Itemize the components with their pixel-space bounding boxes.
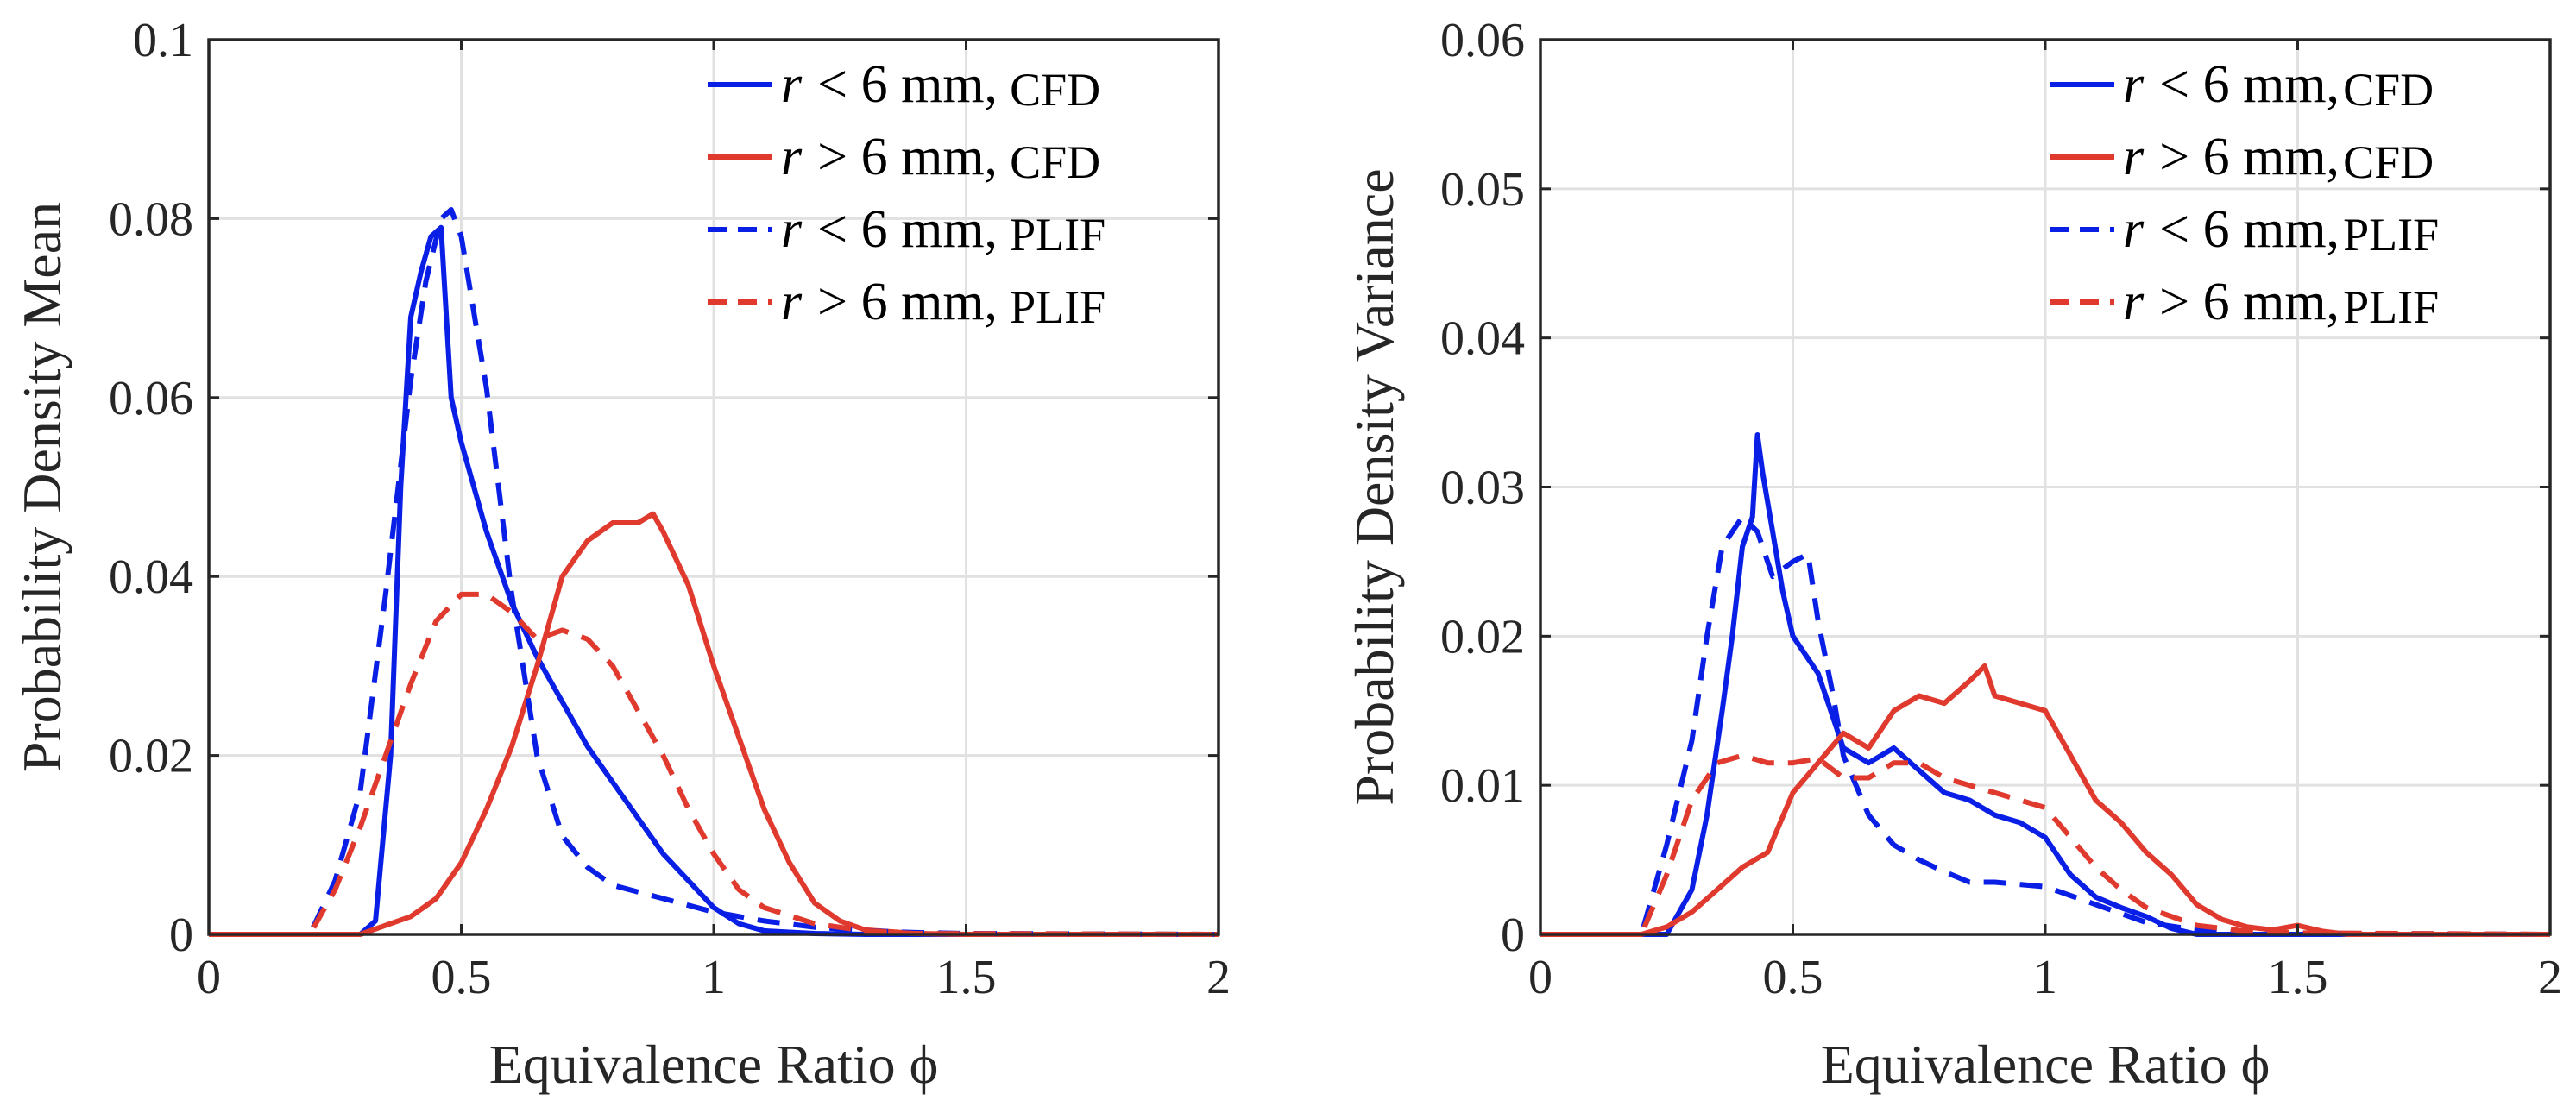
legend-source: PLIF xyxy=(2343,209,2439,261)
x-tick-label: 0 xyxy=(1528,951,1553,1004)
series-line-1 xyxy=(1540,663,2550,937)
y-tick-label: 0.1 xyxy=(133,14,193,67)
y-tick-label: 0.05 xyxy=(1440,163,1525,217)
legend-entry-2: r< 6 mm,PLIF xyxy=(2123,200,2439,261)
legend-var: r xyxy=(2123,55,2145,114)
legend-source: CFD xyxy=(1010,64,1100,116)
legend-rest: 6 mm, xyxy=(847,55,998,114)
legend-var: r xyxy=(781,128,803,186)
y-axis-label: Probability Density Mean xyxy=(11,202,72,772)
y-tick-label: 0.04 xyxy=(1440,312,1525,366)
legend-source: CFD xyxy=(1010,136,1100,188)
legend-var: r xyxy=(2123,200,2145,259)
legend-var: r xyxy=(781,273,803,331)
series-line-1 xyxy=(209,511,1219,937)
legend-op: > xyxy=(817,273,847,331)
legend-source: CFD xyxy=(2343,64,2434,116)
x-axis-label: Equivalence Ratio ϕ xyxy=(489,1034,939,1095)
chart-probability-density-variance: 0 0.5 1 1.5 2 0 0.01 0.02 0.03 0.04 0.05 0.06 Equiva… xyxy=(1344,14,2562,1095)
legend-rest: 6 mm, xyxy=(847,273,998,331)
legend-op: > xyxy=(817,128,847,186)
x-tick-label: 1.5 xyxy=(936,951,997,1004)
legend-entry-0: r< 6 mm,CFD xyxy=(2123,55,2434,116)
legend-source: PLIF xyxy=(1010,209,1105,261)
x-tick-label: 1 xyxy=(2033,951,2057,1004)
legend-var: r xyxy=(781,55,803,114)
y-tick-label: 0.02 xyxy=(1440,610,1525,663)
y-tick-label: 0 xyxy=(169,909,193,962)
series-line-0 xyxy=(209,224,1219,937)
series-line-3 xyxy=(1540,752,2551,937)
legend-var: r xyxy=(781,200,803,259)
x-tick-label: 1 xyxy=(702,951,726,1004)
series-line-2 xyxy=(1540,514,2551,937)
legend-op: < xyxy=(817,200,847,259)
legend-rest: 6 mm, xyxy=(2189,273,2340,331)
legend-entry-3: r> 6 mm,PLIF xyxy=(781,273,1105,333)
x-tick-label: 1.5 xyxy=(2268,951,2328,1004)
chart-probability-density-mean: 0 0.5 1 1.5 2 0 0.02 0.04 0.06 0.08 0.1 Equivalence… xyxy=(11,14,1231,1095)
y-tick-label: 0.03 xyxy=(1440,462,1525,515)
legend-source: PLIF xyxy=(2343,281,2439,333)
series-line-3 xyxy=(209,591,1219,937)
legend-entry-1: r> 6 mm,CFD xyxy=(781,128,1100,188)
legend-rest: 6 mm, xyxy=(847,128,998,186)
legend-rest: 6 mm, xyxy=(847,200,998,259)
legend-op: > xyxy=(2159,128,2189,186)
legend-var: r xyxy=(2123,128,2145,186)
legend-entry-0: r< 6 mm,CFD xyxy=(781,55,1100,116)
y-tick-label: 0.02 xyxy=(109,730,193,783)
legend-rest: 6 mm, xyxy=(2189,200,2340,259)
legend-op: < xyxy=(817,55,847,114)
legend-rest: 6 mm, xyxy=(2189,55,2340,114)
legend-op: < xyxy=(2159,55,2189,114)
y-tick-label: 0.08 xyxy=(109,192,193,246)
legend-entry-3: r> 6 mm,PLIF xyxy=(2123,273,2439,333)
legend-op: > xyxy=(2159,273,2189,331)
x-axis-label: Equivalence Ratio ϕ xyxy=(1821,1034,2271,1095)
x-tick-label: 0 xyxy=(197,951,221,1004)
legend-entry-2: r< 6 mm,PLIF xyxy=(781,200,1105,261)
legend-op: < xyxy=(2159,200,2189,259)
legend-var: r xyxy=(2123,273,2145,331)
legend-entry-1: r> 6 mm,CFD xyxy=(2123,128,2434,188)
x-tick-label: 0.5 xyxy=(431,951,492,1004)
series-line-0 xyxy=(1540,432,2550,937)
y-tick-label: 0.06 xyxy=(109,372,193,425)
legend-rest: 6 mm, xyxy=(2189,128,2340,186)
legend-source: CFD xyxy=(2343,136,2434,188)
x-tick-label: 0.5 xyxy=(1763,951,1823,1004)
x-tick-label: 2 xyxy=(1206,951,1231,1004)
x-tick-label: 2 xyxy=(2538,951,2562,1004)
y-tick-label: 0.01 xyxy=(1440,759,1525,813)
series-line-2 xyxy=(209,207,1219,937)
y-tick-label: 0.06 xyxy=(1440,14,1525,67)
legend-source: PLIF xyxy=(1010,281,1105,333)
y-tick-label: 0.04 xyxy=(109,550,193,604)
y-axis-label: Probability Density Variance xyxy=(1344,168,1405,805)
y-tick-label: 0 xyxy=(1501,909,1525,962)
